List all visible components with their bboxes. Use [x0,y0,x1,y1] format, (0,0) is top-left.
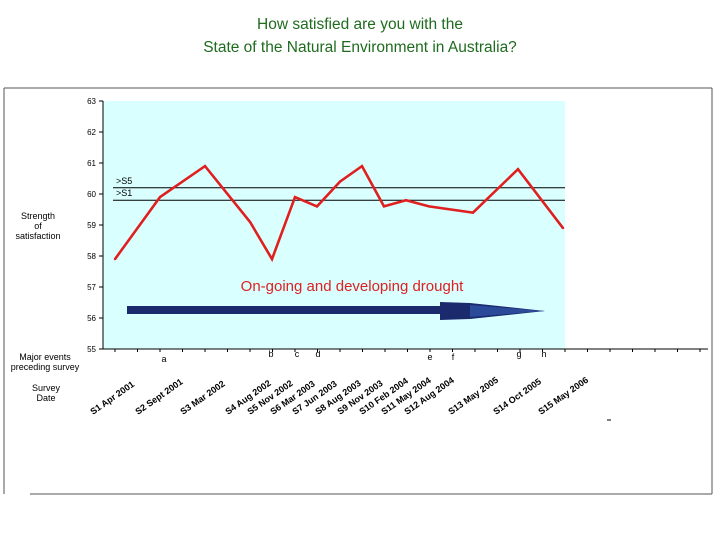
y-tick-label: 62 [87,128,96,137]
y-tick-label: 58 [87,252,96,261]
chart-title-line-2: State of the Natural Environment in Aust… [203,39,517,56]
event-marker: a [161,354,166,364]
major-events-label-line-1: Major events [19,352,71,362]
data-point [113,257,117,261]
data-point [561,226,565,230]
y-tick-label: 57 [87,283,96,292]
chart-layer: 55 56 57 58 59 60 61 62 63 >S5 >S1 On-going and dev… [3,87,713,495]
event-marker: h [541,349,546,359]
data-point [248,220,252,224]
drought-annotation: On-going and developing drought [241,278,465,295]
reference-line-label: >S5 [116,176,132,186]
y-axis-label-line-1: Strength [20,211,56,221]
data-point [293,195,297,199]
y-tick-label: 56 [87,314,96,323]
major-events-label: Major events preceding survey [2,352,88,372]
data-point [270,257,274,261]
survey-date-label: Survey Date [14,383,78,403]
x-tick-label: S3 Mar 2002 [178,379,226,417]
survey-date-label-line-1: Survey [31,383,60,393]
event-marker: b [268,349,273,359]
data-point [203,164,207,168]
y-axis-label: Strength of satisfaction [8,211,68,241]
y-tick-label: 61 [87,159,96,168]
drought-arrow-shaft [127,306,445,314]
y-axis-label-line-2: of [34,221,42,231]
data-point [338,180,342,183]
y-tick-label: 60 [87,190,96,199]
data-point [427,205,431,208]
y-axis-label-line-3: satisfaction [15,231,61,241]
event-marker: c [295,349,300,359]
reference-line-label: >S1 [116,188,132,198]
y-tick-label: 59 [87,221,96,230]
data-point [516,168,520,171]
event-marker: e [427,352,432,362]
x-tick-label: S2 Sept 2001 [133,377,184,417]
x-tick-label: S15 May 2006 [536,375,590,417]
event-marker: g [516,349,521,359]
data-point [382,205,386,208]
y-tick-label: 63 [87,97,96,106]
major-events-label-line-2: preceding survey [10,362,80,372]
x-tick-label: S1 Apr 2001 [88,379,136,417]
data-point [158,195,162,199]
event-marker: f [452,352,455,362]
drought-arrow-head-highlight [470,305,545,317]
event-marker: d [315,349,320,359]
survey-date-label-line-2: Date [36,393,56,403]
y-tick-label: 55 [87,345,96,354]
data-point [404,199,408,202]
data-point [360,164,364,168]
data-point [471,211,475,214]
right-blank-panel [565,94,707,346]
data-point [315,205,319,208]
chart-title-line-1: How satisfied are you with the [257,16,463,33]
